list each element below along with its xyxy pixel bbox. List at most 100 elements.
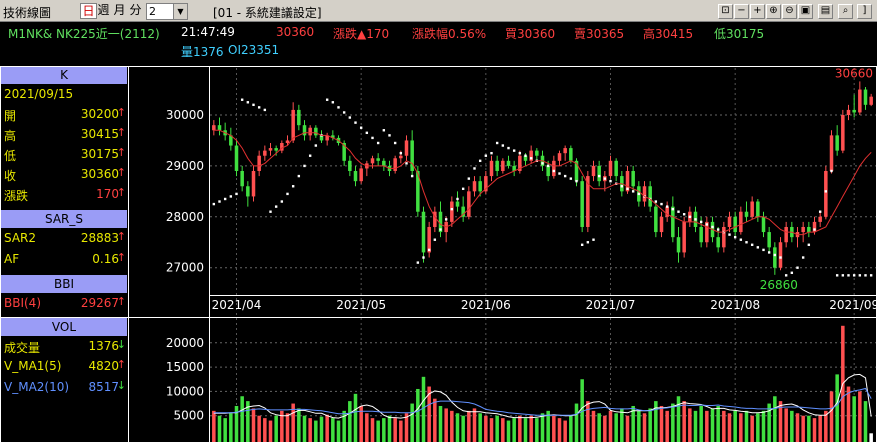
- sar-dot: [291, 185, 295, 188]
- sar-value: 28883: [80, 231, 119, 245]
- period-day-button[interactable]: 日: [80, 3, 97, 19]
- candle: [801, 221, 805, 243]
- candle-body: [818, 216, 822, 222]
- volume-bar: [461, 415, 465, 442]
- volume-bar: [387, 415, 392, 442]
- candle: [648, 181, 652, 212]
- sar-dot: [779, 256, 782, 259]
- sar-dot: [218, 200, 221, 203]
- sar-dot: [654, 200, 658, 203]
- candle: [297, 104, 301, 131]
- candle-body: [846, 109, 851, 115]
- volume-bar: [246, 401, 250, 442]
- candle: [427, 221, 431, 258]
- candle: [240, 165, 244, 192]
- candle: [518, 150, 522, 174]
- candle-body: [563, 148, 567, 154]
- volume-bar: [614, 413, 618, 442]
- candle: [467, 186, 471, 220]
- sar-dot: [507, 146, 510, 150]
- volume-axis-ticks: 20000 15000 10000 5000: [166, 336, 204, 423]
- volume-bar: [376, 420, 380, 442]
- candle-body: [557, 153, 562, 161]
- search-icon[interactable]: ⌕: [838, 4, 853, 19]
- print-icon[interactable]: ▤: [818, 4, 833, 19]
- candle-body: [274, 148, 278, 151]
- candle: [807, 221, 811, 238]
- price-tick-label: 29000: [166, 159, 204, 173]
- sar-dot: [331, 101, 335, 104]
- layout-setting-label[interactable]: [01 - 系統建議設定]: [213, 6, 322, 20]
- k-low-row: 低 30175 ↑: [1, 145, 127, 165]
- sar-dot: [512, 149, 516, 152]
- sar-dot: [745, 241, 748, 244]
- period-week-button[interactable]: 週: [97, 3, 110, 17]
- sar-dot: [869, 274, 873, 277]
- sar-dot: [784, 274, 788, 277]
- candle-body: [450, 201, 454, 222]
- volume-tick-label: 10000: [166, 384, 204, 398]
- k-section-header[interactable]: K: [1, 66, 127, 84]
- volume-bar: [591, 410, 596, 442]
- candle: [325, 132, 329, 146]
- candle-body: [370, 158, 375, 164]
- sar-dot: [478, 159, 482, 163]
- candle-body: [427, 226, 431, 253]
- period-minute-button[interactable]: 分: [129, 3, 142, 17]
- minus-icon[interactable]: −: [734, 4, 749, 19]
- sar-dot: [473, 167, 476, 170]
- volume-bar: [268, 420, 273, 442]
- volume-bar: [733, 410, 737, 442]
- volume-bar: [506, 420, 511, 442]
- period-count-select[interactable]: 2 ▼: [146, 3, 188, 20]
- sar-dot: [847, 274, 850, 277]
- sar-dot: [495, 141, 499, 145]
- quote-change: 漲跌▲170: [333, 27, 390, 41]
- sar-section-header[interactable]: SAR_S: [1, 210, 127, 228]
- candle-body: [824, 170, 828, 217]
- candle-body: [342, 142, 346, 161]
- candle: [348, 155, 352, 177]
- candle: [835, 125, 839, 156]
- save-icon[interactable]: ▣: [798, 4, 813, 19]
- volume-bar: [722, 410, 726, 442]
- volume-bar: [682, 401, 686, 442]
- candle: [580, 176, 584, 233]
- candle-body: [841, 115, 845, 151]
- volume-bar: [750, 415, 754, 442]
- period-month-button[interactable]: 月: [113, 3, 126, 17]
- volume-bar: [620, 408, 624, 442]
- candle-body: [608, 160, 613, 177]
- volume-bar: [274, 415, 278, 442]
- volume-bar: [569, 415, 573, 442]
- pin-icon[interactable]: ⊡: [718, 4, 733, 19]
- sar-dot: [858, 274, 862, 277]
- volume-bar: [727, 413, 732, 442]
- chevron-down-icon[interactable]: ▼: [173, 4, 187, 19]
- vol-section-header[interactable]: VOL: [1, 318, 127, 336]
- sar-dot: [416, 261, 420, 264]
- volume-bar: [580, 379, 584, 442]
- settings-icon[interactable]: ]: [857, 4, 872, 19]
- zoom-in-icon[interactable]: ⊕: [766, 4, 781, 19]
- volume-bar: [552, 415, 556, 442]
- sar-dot: [864, 274, 867, 277]
- arrow-up-icon: ↑: [116, 106, 126, 119]
- candle-body: [671, 206, 675, 238]
- volume-bar: [676, 396, 681, 442]
- candle-body: [302, 125, 307, 136]
- zoom-out-icon[interactable]: ⊖: [782, 4, 797, 19]
- sar-dot: [569, 177, 573, 180]
- volume-bar: [563, 420, 567, 442]
- candle-body: [546, 165, 550, 177]
- volume-value: 1376: [88, 339, 119, 353]
- candle-body: [212, 125, 216, 131]
- sar-dot: [796, 266, 799, 269]
- plus-icon[interactable]: +: [750, 4, 765, 19]
- candle-body: [433, 211, 437, 227]
- volume-bar: [699, 405, 703, 442]
- bbi-section-header[interactable]: BBI: [1, 275, 127, 293]
- candle-body: [756, 201, 760, 217]
- arrow-up-icon: ↑: [116, 186, 126, 199]
